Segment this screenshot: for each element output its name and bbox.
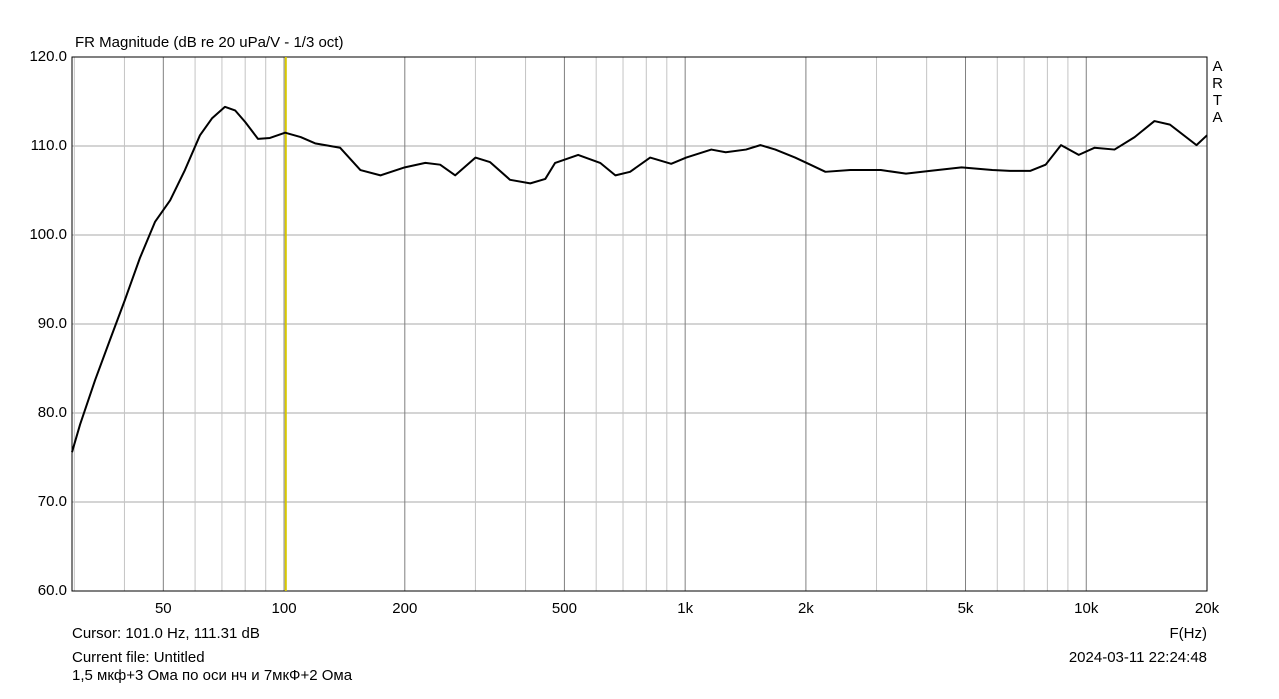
response-curve	[71, 105, 1208, 453]
note: 1,5 мкф+3 Ома по оси нч и 7мкФ+2 Ома	[72, 667, 353, 684]
y-tick-label: 90.0	[38, 315, 67, 332]
x-axis-label: F(Hz)	[1170, 625, 1208, 642]
x-tick-label: 1k	[677, 600, 693, 617]
x-tick-label: 200	[392, 600, 417, 617]
y-tick-label: 100.0	[29, 226, 67, 243]
x-tick-label: 20k	[1195, 600, 1220, 617]
timestamp: 2024-03-11 22:24:48	[1069, 649, 1207, 666]
x-tick-label: 50	[155, 600, 172, 617]
logo: ARTA	[1212, 58, 1223, 126]
plot-frame	[71, 56, 1208, 592]
y-tick-label: 80.0	[38, 404, 67, 421]
cursor-readout: Cursor: 101.0 Hz, 111.31 dB	[72, 625, 260, 642]
chart-title: FR Magnitude (dB re 20 uPa/V - 1/3 oct)	[75, 34, 343, 51]
y-tick-label: 110.0	[31, 137, 67, 154]
x-tick-label: 500	[552, 600, 577, 617]
x-tick-label: 100	[272, 600, 297, 617]
x-tick-label: 10k	[1074, 600, 1099, 617]
y-tick-label: 60.0	[38, 582, 67, 599]
file-name: Current file: Untitled	[72, 649, 205, 666]
y-tick-label: 70.0	[38, 493, 67, 510]
y-tick-label: 120.0	[29, 48, 67, 65]
x-tick-label: 5k	[958, 600, 974, 617]
x-tick-label: 2k	[798, 600, 814, 617]
